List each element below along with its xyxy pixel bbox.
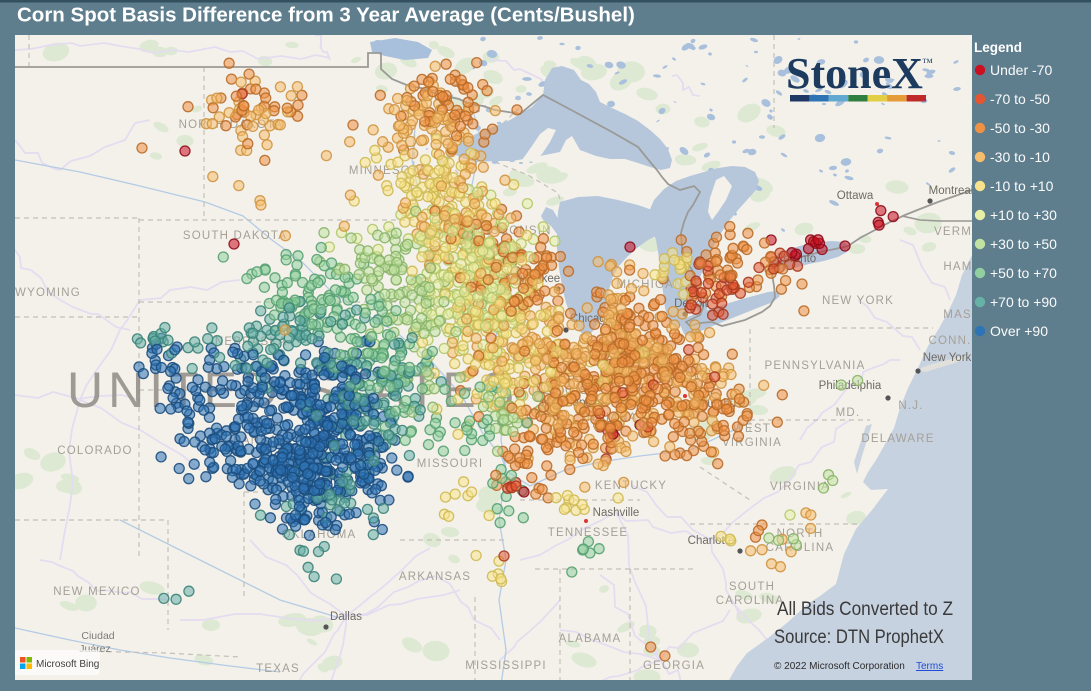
svg-text:Nashville: Nashville (593, 507, 640, 519)
svg-text:PENNSYLVANIA: PENNSYLVANIA (765, 360, 866, 372)
svg-text:CONN.: CONN. (928, 335, 971, 347)
svg-text:SOUTH DAKOTA: SOUTH DAKOTA (183, 230, 287, 242)
svg-text:Dallas: Dallas (330, 611, 362, 623)
svg-text:TEXAS: TEXAS (256, 663, 300, 675)
svg-text:-10 to +10: -10 to +10 (990, 178, 1054, 194)
svg-text:Philadelphia: Philadelphia (819, 380, 882, 392)
svg-text:+30 to +50: +30 to +50 (990, 236, 1057, 252)
svg-text:Ottawa: Ottawa (837, 190, 874, 202)
svg-text:-70 to -50: -70 to -50 (990, 91, 1050, 107)
svg-text:MISSOURI: MISSOURI (417, 458, 483, 470)
svg-text:VERMONT: VERMONT (934, 226, 1000, 238)
svg-text:Legend: Legend (974, 40, 1022, 55)
svg-text:NEW MEXICO: NEW MEXICO (53, 586, 140, 598)
svg-text:+10 to +30: +10 to +30 (990, 207, 1057, 223)
svg-text:Under -70: Under -70 (990, 62, 1052, 78)
svg-text:New York: New York (923, 352, 972, 364)
svg-text:MISSISSIPPI: MISSISSIPPI (465, 660, 547, 672)
svg-text:-50 to -30: -50 to -30 (990, 120, 1050, 136)
svg-text:NEW YORK: NEW YORK (822, 295, 894, 307)
svg-text:© 2022 Microsoft Corporation: © 2022 Microsoft Corporation (774, 661, 905, 672)
svg-text:COLORADO: COLORADO (57, 445, 132, 457)
svg-text:-30 to -10: -30 to -10 (990, 149, 1050, 165)
svg-text:+70 to +90: +70 to +90 (990, 294, 1057, 310)
svg-text:SOUTH: SOUTH (729, 581, 775, 593)
svg-text:HAM: HAM (943, 261, 972, 273)
svg-text:GEORGIA: GEORGIA (643, 660, 705, 672)
svg-text:Over +90: Over +90 (990, 323, 1048, 339)
svg-text:DELAWARE: DELAWARE (861, 433, 934, 445)
svg-text:N.J.: N.J. (898, 400, 923, 412)
svg-text:StoneX: StoneX (786, 49, 923, 98)
svg-text:MASS: MASS (943, 309, 980, 321)
svg-text:CAROLINA: CAROLINA (716, 595, 784, 607)
svg-text:Corn Spot Basis Difference fro: Corn Spot Basis Difference from 3 Year A… (17, 4, 635, 27)
svg-text:Microsoft Bing: Microsoft Bing (36, 659, 99, 670)
svg-text:All Bids Converted to Z: All Bids Converted to Z (777, 599, 953, 620)
svg-text:Montreal: Montreal (929, 185, 974, 197)
svg-text:Ciudad: Ciudad (81, 630, 114, 642)
svg-text:Terms: Terms (916, 661, 943, 672)
svg-text:TENNESSEE: TENNESSEE (548, 527, 628, 539)
svg-text:VIRGINIA: VIRGINIA (722, 437, 782, 449)
svg-text:WYOMING: WYOMING (15, 287, 81, 299)
svg-text:VIRGINIA: VIRGINIA (770, 481, 830, 493)
svg-text:ALABAMA: ALABAMA (559, 633, 622, 645)
svg-text:MD.: MD. (836, 407, 861, 419)
svg-text:™: ™ (922, 57, 933, 69)
svg-text:+50 to +70: +50 to +70 (990, 265, 1057, 281)
svg-text:Source: DTN ProphetX: Source: DTN ProphetX (774, 627, 944, 648)
svg-text:ARKANSAS: ARKANSAS (399, 571, 471, 583)
svg-text:KENTUCKY: KENTUCKY (595, 480, 667, 492)
